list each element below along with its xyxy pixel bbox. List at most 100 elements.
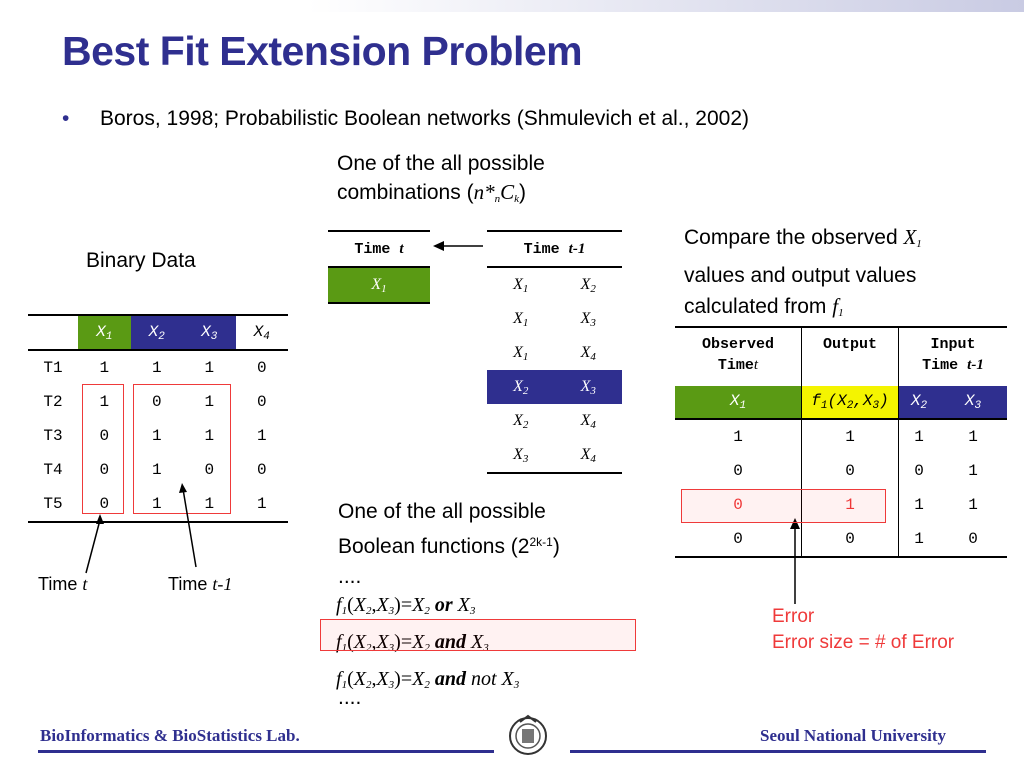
input-x3: X3: [939, 386, 1007, 420]
function-caption-close: ): [552, 535, 560, 558]
compare-caption: Compare the observed X1 values and outpu…: [684, 222, 922, 329]
time-t-header: Time t: [328, 230, 430, 268]
combos-caption-line2: combinations (n*nCk): [337, 178, 545, 213]
compare-line1: Compare the observed X1: [684, 225, 922, 250]
input-x2: X2: [898, 386, 939, 420]
cell: 0: [151, 393, 162, 411]
cell: 0: [733, 496, 743, 514]
compare-line3: calculated from f1: [684, 294, 844, 319]
row-label: T3: [43, 427, 63, 445]
header-var: t: [399, 240, 404, 257]
cell: X3: [487, 438, 555, 474]
observed-header: Observed Timet: [675, 326, 802, 386]
cell: X2: [513, 411, 529, 431]
cell: 1: [204, 427, 215, 445]
error-caption: Error Error size = # of Error: [772, 604, 954, 656]
combos-formula: n*: [473, 180, 495, 204]
observed-text: Observed: [701, 336, 774, 353]
table-row: T5 0 1 1 1: [28, 487, 288, 523]
cell: 0: [256, 359, 267, 377]
compare-var3: f: [832, 294, 839, 318]
footer-left: BioInformatics & BioStatistics Lab.: [40, 726, 300, 745]
table-row: X3 X4: [487, 438, 622, 474]
time-tm1-caption: Time t-1: [168, 574, 232, 595]
time-tm1-text: Time: [168, 574, 208, 594]
combos-caption-text: combinations (: [337, 181, 474, 204]
output-f1: f1(X2,X3): [801, 386, 899, 420]
table-row: T3 0 1 1 1: [28, 419, 288, 453]
header-x2: X2: [130, 314, 183, 351]
row-label: T2: [43, 393, 63, 411]
time-tm1-highlight-box: [133, 384, 231, 514]
cell: X4: [580, 411, 596, 431]
time-t-x1: X1: [328, 267, 430, 304]
input-time: Time: [922, 357, 959, 374]
ellipsis-bottom: ....: [338, 686, 362, 709]
cell: X4: [554, 438, 622, 474]
output-text: Output: [822, 336, 877, 353]
result-header-row: Observed Timet Output Input Time t-1: [675, 326, 1007, 386]
compare-var1: X: [903, 225, 917, 249]
combos-sub-n: n: [494, 193, 501, 205]
header-x4: X4: [235, 314, 288, 351]
table-row-selected: X2 X3: [487, 370, 622, 404]
row-label: T1: [43, 359, 63, 377]
cell: 1: [968, 428, 978, 446]
time-t-caption: Time t: [38, 574, 87, 595]
compare-text1: Compare the observed: [684, 226, 898, 249]
function-caption-line2: Boolean functions (22k-1): [338, 527, 560, 562]
binary-data-label: Binary Data: [86, 249, 196, 272]
function-item-and: f1(X2,X3)=X2 and X3: [336, 631, 489, 654]
footer-line-left: [38, 750, 494, 753]
cell: 0: [204, 461, 215, 479]
cell: 1: [151, 461, 162, 479]
slide-title: Best Fit Extension Problem: [62, 28, 583, 74]
error-label: Error: [772, 606, 815, 627]
cell: 0: [256, 393, 267, 411]
university-seal-icon: [509, 714, 547, 755]
function-item-or: f1(X2,X3)=X2 or X3: [336, 594, 476, 617]
cell: 0: [99, 461, 110, 479]
time-t-var: t: [82, 574, 88, 594]
cell: X2: [580, 275, 596, 295]
footer-line-right: [570, 750, 986, 753]
time-t-row: X1: [328, 267, 430, 304]
function-caption-text: Boolean functions (2: [338, 535, 530, 558]
combos-close: ): [518, 181, 526, 204]
cell: 0: [99, 427, 110, 445]
compare-text3: calculated from: [684, 295, 827, 318]
cell: 1: [256, 427, 267, 445]
time-t-text: Time: [38, 574, 78, 594]
footer-right: Seoul National University: [760, 726, 947, 745]
cell: 1: [99, 393, 110, 411]
table-row: T1 1 1 1 0: [28, 350, 288, 385]
cell: 0: [675, 522, 802, 558]
cell: 1: [968, 462, 978, 480]
cell: 0: [78, 487, 131, 523]
function-caption: One of the all possible Boolean function…: [338, 497, 560, 592]
error-row-highlight: [681, 489, 886, 523]
input-header: Input Time t-1: [898, 326, 1007, 386]
function-item-and-not: f1(X2,X3)=X2 and not X3: [336, 668, 520, 691]
cell: X3: [580, 309, 596, 329]
function-caption-sup: 2k-1: [529, 535, 553, 549]
cell: 0: [801, 522, 899, 558]
function-op-or: or: [434, 594, 453, 616]
combos-sub-k: k: [514, 193, 519, 205]
cell: 0: [733, 462, 743, 480]
time-tm1-header-cell: Time t-1: [487, 230, 622, 268]
binary-data-table: X1 X2 X3 X4 T1 1 1 1 0 T2 1 0 1 0 T3 0 1 1 1 T4 0 1 0 0 …: [28, 314, 288, 523]
table-row: T2 1 0 1 0: [28, 385, 288, 419]
time-tm1-var: t-1: [212, 574, 233, 594]
cell: X1: [513, 275, 529, 295]
cell: 1: [183, 487, 236, 523]
error-size-label: Error size = # of Error: [772, 632, 955, 653]
result-subheader-row: X1 f1(X2,X3) X2 X3: [675, 386, 1007, 420]
table-row: X2 X4: [487, 404, 622, 438]
cell: X1: [513, 309, 529, 329]
cell: 1: [968, 496, 978, 514]
function-caption-line1: One of the all possible: [338, 500, 546, 523]
cell: 1: [204, 359, 215, 377]
